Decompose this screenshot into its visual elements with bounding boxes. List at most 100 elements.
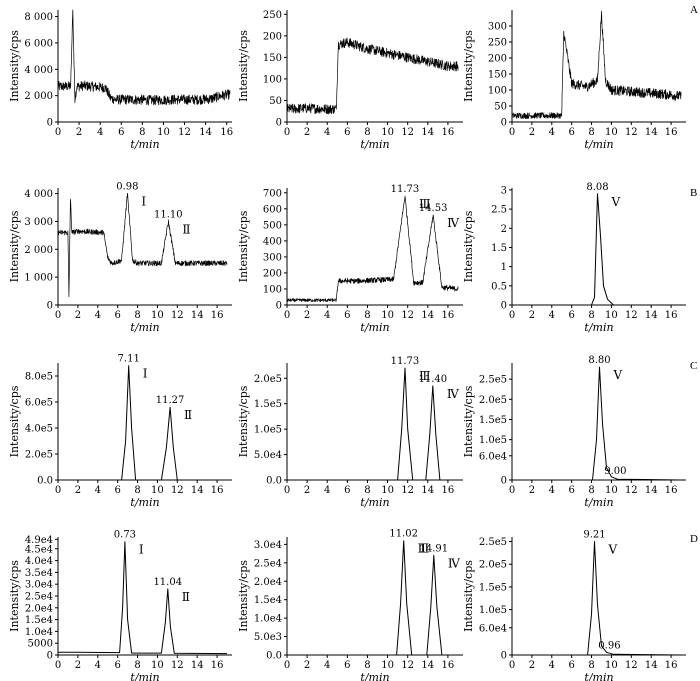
x-tick-label: 4 [549, 310, 555, 321]
x-tick-label: 6 [114, 310, 120, 321]
y-tick-label: 500 [263, 220, 282, 231]
y-tick-label: 5.0e3 [254, 632, 282, 643]
x-tick-label: 0 [284, 660, 290, 671]
y-tick-label: 0 [47, 651, 53, 662]
series-line-0 [58, 365, 227, 481]
row-letter-d: D [690, 533, 698, 545]
chart-panel-c3: 0 2 4 6 8 10 12 14 16 0 6.0e4 1.0e5 1.5e5 2.0e5 2.5e5 t… [462, 355, 686, 509]
chart-panel-b1: 0 2 4 6 8 10 12 14 16 0 1 000 2 000 3 000 4 000 t/min I… [8, 182, 232, 334]
y-tick-label: 1.0e4 [25, 627, 53, 638]
x-tick-label: 14 [645, 310, 658, 321]
x-tick-label: 6 [568, 485, 574, 496]
peak-label: 11.04 [153, 577, 182, 588]
peak-mark: Ⅴ [612, 368, 622, 382]
x-tick-label: 4 [324, 485, 330, 496]
y-tick-label: 5.0e4 [254, 450, 282, 461]
y-tick-label: 0 [501, 476, 507, 487]
x-tick-label: 4 [324, 660, 330, 671]
y-tick-label: 0 [501, 118, 507, 129]
series-line-0 [511, 10, 682, 119]
x-tick-label: 14 [645, 127, 658, 138]
x-tick-label: 8 [364, 485, 370, 496]
series-line-0 [286, 37, 459, 115]
x-tick-label: 2 [529, 127, 535, 138]
y-tick-label: 1.5e5 [479, 415, 507, 426]
y-tick-label: 2.0e5 [479, 395, 507, 406]
peak-label: 14.53 [419, 203, 448, 214]
y-tick-label: 3.0e4 [25, 580, 53, 591]
peak-label: 0.73 [114, 530, 136, 541]
row-letter-b: B [690, 187, 698, 199]
y-tick-label: 250 [488, 38, 507, 49]
y-tick-label: 3.5e4 [25, 568, 53, 579]
x-tick-label: 2 [304, 660, 310, 671]
chart-panel-c1: 0 2 4 6 8 10 12 14 16 0.0 2.0e5 4.0e5 6.0e5 8.0e5 t/mi… [8, 354, 232, 509]
y-tick-label: 0.5 [491, 281, 507, 292]
x-tick-label: 16 [665, 485, 678, 496]
y-tick-label: 2.5e5 [479, 537, 507, 548]
series-line-0 [57, 193, 228, 297]
x-axis-label: t/min [130, 496, 159, 509]
x-tick-label: 0 [509, 127, 515, 138]
x-tick-label: 14 [191, 485, 204, 496]
y-axis-label: Intensity/cps [462, 210, 475, 282]
y-tick-label: 50 [269, 96, 282, 107]
y-tick-label: 4 000 [24, 189, 53, 200]
x-tick-label: 8 [588, 310, 594, 321]
x-tick-label: 4 [549, 127, 555, 138]
x-tick-label: 0 [55, 310, 61, 321]
x-tick-label: 8 [134, 660, 140, 671]
peak-mark: Ⅳ [447, 387, 460, 401]
x-tick-label: 16 [442, 660, 455, 671]
x-axis-label: t/min [360, 496, 389, 509]
x-tick-label: 0 [55, 485, 61, 496]
x-tick-label: 16 [211, 310, 224, 321]
y-tick-label: 6.0e4 [479, 623, 507, 634]
peak-mark: Ⅲ [418, 542, 430, 556]
x-tick-label: 4 [549, 660, 555, 671]
peak-label: 11.40 [419, 374, 448, 385]
x-tick-label: 12 [625, 127, 638, 138]
y-tick-label: 600 [263, 204, 282, 215]
y-tick-label: 3 000 [24, 217, 53, 228]
x-tick-label: 14 [645, 485, 658, 496]
peak-label: 8.80 [588, 355, 610, 366]
y-tick-label: 0 [47, 301, 53, 312]
x-tick-label: 10 [605, 127, 618, 138]
x-tick-label: 10 [381, 660, 394, 671]
series-line-0 [58, 541, 228, 655]
y-tick-label: 2 000 [24, 91, 53, 102]
y-tick-label: 100 [263, 284, 282, 295]
x-tick-label: 8 [364, 660, 370, 671]
x-axis-label: t/min [584, 496, 613, 509]
y-axis-label: Intensity/cps [8, 210, 21, 282]
x-tick-label: 16 [442, 127, 455, 138]
y-tick-label: 2.5e4 [254, 558, 282, 569]
x-tick-label: 10 [151, 310, 164, 321]
x-tick-label: 2 [529, 660, 535, 671]
y-axis-label: Intensity/cps [237, 30, 250, 102]
y-tick-label: 0 [47, 118, 53, 129]
x-tick-label: 12 [625, 485, 638, 496]
peak-label: 11.73 [391, 356, 420, 367]
x-tick-label: 14 [421, 127, 434, 138]
y-axis-label: Intensity/cps [462, 560, 475, 632]
y-tick-label: 4 000 [24, 65, 53, 76]
x-tick-label: 8 [139, 127, 145, 138]
x-axis-label: t/min [360, 321, 389, 334]
series-line-0 [512, 541, 682, 656]
y-tick-label: 8.0e5 [25, 372, 53, 383]
x-tick-label: 6 [344, 485, 350, 496]
y-tick-label: 2.0e5 [25, 450, 53, 461]
peak-label: 8.08 [586, 182, 608, 193]
peak-mark: Ⅰ [139, 543, 144, 557]
x-tick-label: 4 [95, 310, 101, 321]
y-tick-label: 0.0 [266, 476, 282, 487]
x-tick-label: 10 [605, 485, 618, 496]
y-tick-label: 0 [501, 301, 507, 312]
x-tick-label: 0 [284, 127, 290, 138]
x-tick-label: 10 [381, 485, 394, 496]
chart-panel-a2: 0 2 4 6 8 10 12 14 16 0 50 100 150 200 250 t/min Intensi… [237, 10, 463, 151]
x-tick-label: 2 [75, 485, 81, 496]
